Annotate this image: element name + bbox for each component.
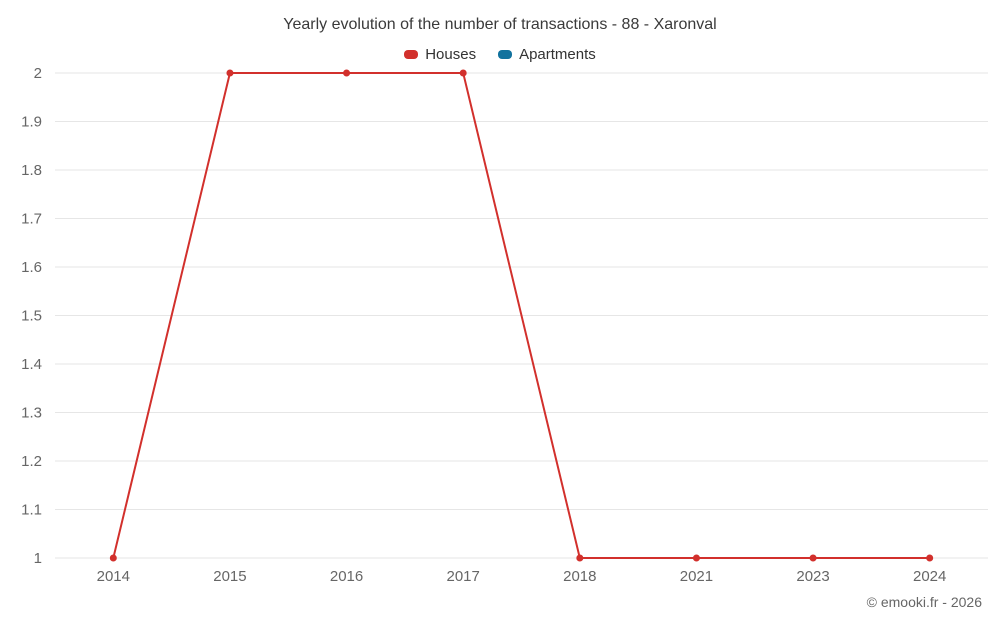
legend-item-apartments[interactable]: Apartments [498, 46, 596, 63]
x-axis-label: 2017 [447, 568, 480, 585]
data-point[interactable] [226, 69, 234, 77]
x-axis-label: 2023 [796, 568, 829, 585]
apartments-legend-label: Apartments [519, 46, 596, 63]
y-axis-label: 1.5 [21, 308, 42, 325]
y-axis-label: 2 [34, 65, 42, 82]
data-point[interactable] [809, 554, 817, 562]
apartments-legend-marker [498, 50, 513, 59]
y-axis-label: 1.3 [21, 405, 42, 422]
x-axis-label: 2024 [913, 568, 946, 585]
y-axis-label: 1.2 [21, 453, 42, 470]
data-point[interactable] [459, 69, 467, 77]
data-point[interactable] [576, 554, 584, 562]
x-axis-label: 2021 [680, 568, 713, 585]
y-axis-label: 1.6 [21, 259, 42, 276]
data-point[interactable] [109, 554, 117, 562]
data-point[interactable] [343, 69, 351, 77]
houses-legend-label: Houses [425, 46, 477, 63]
x-axis-label: 2016 [330, 568, 363, 585]
houses-legend-marker [404, 50, 419, 59]
y-axis-label: 1 [34, 550, 42, 567]
legend: Houses Apartments [0, 46, 1000, 63]
series-line-houses [112, 72, 931, 559]
x-axis-label: 2015 [213, 568, 246, 585]
y-axis-label: 1.1 [21, 502, 42, 519]
x-axis-label: 2014 [97, 568, 130, 585]
data-point[interactable] [926, 554, 934, 562]
y-axis-label: 1.9 [21, 114, 42, 131]
copyright: © emooki.fr - 2026 [866, 594, 982, 610]
data-point[interactable] [692, 554, 700, 562]
chart-title: Yearly evolution of the number of transa… [283, 16, 717, 33]
y-axis-label: 1.8 [21, 162, 42, 179]
y-axis-label: 1.4 [21, 356, 42, 373]
x-axis-label: 2018 [563, 568, 596, 585]
y-axis-label: 1.7 [21, 211, 42, 228]
legend-item-houses[interactable]: Houses [404, 46, 476, 63]
